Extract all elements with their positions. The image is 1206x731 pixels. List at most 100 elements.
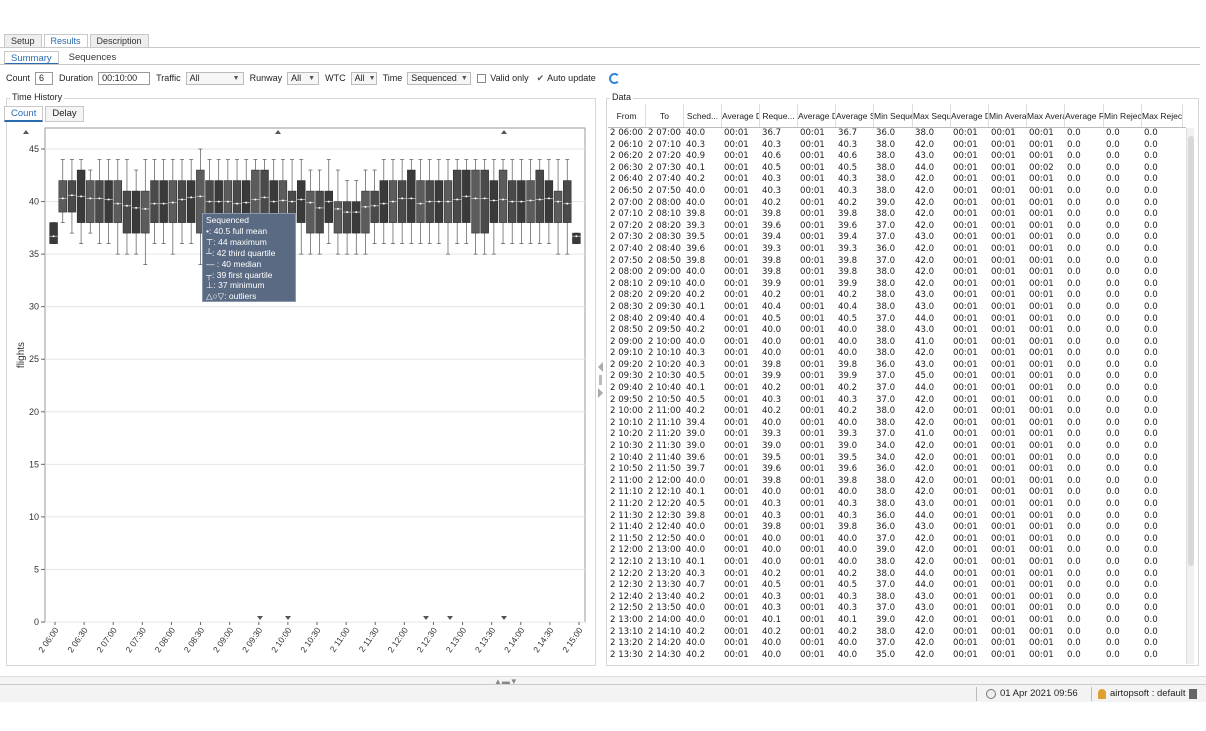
runway-select[interactable]: All ▼ xyxy=(287,71,320,85)
column-header[interactable]: Average Delay xyxy=(798,104,836,127)
table-row[interactable]: 2 09:50 2 10:50 40.5 00:01 40.3 00:01 40.3 37.0… xyxy=(608,395,1186,407)
scrollbar-thumb[interactable] xyxy=(1188,136,1194,566)
column-header[interactable]: Max Average xyxy=(1027,104,1065,127)
table-cell: 2 09:30 xyxy=(648,301,681,312)
table-row[interactable]: 2 07:00 2 08:00 40.0 00:01 40.2 00:01 40.2 39.0… xyxy=(608,198,1186,210)
table-row[interactable]: 2 10:10 2 11:10 39.4 00:01 40.0 00:01 40.0 38.0… xyxy=(608,418,1186,430)
table-cell: 0.0 xyxy=(1067,522,1081,533)
table-row[interactable]: 2 08:50 2 09:50 40.2 00:01 40.0 00:01 40.0 38.0… xyxy=(608,325,1186,337)
duration-input[interactable]: 00:10:00 xyxy=(98,71,151,85)
tab-description[interactable]: Description xyxy=(89,34,149,48)
tab-sequences[interactable]: Sequences xyxy=(68,52,117,63)
table-row[interactable]: 2 11:40 2 12:40 40.0 00:01 39.8 00:01 39.8 36.0… xyxy=(608,522,1186,534)
column-header[interactable]: Average Sequence xyxy=(836,104,874,127)
table-cell: 40.1 xyxy=(686,301,706,312)
tab-setup[interactable]: Setup xyxy=(4,34,42,48)
table-row[interactable]: 2 08:10 2 09:10 40.0 00:01 39.9 00:01 39.9 38.0… xyxy=(608,279,1186,291)
column-header[interactable]: From xyxy=(608,104,646,127)
table-cell: 2 13:20 xyxy=(610,638,643,649)
table-row[interactable]: 2 11:30 2 12:30 39.8 00:01 40.3 00:01 40.3 36.0… xyxy=(608,511,1186,523)
table-cell: 00:01 xyxy=(1029,626,1054,637)
column-header[interactable]: Average Rejected xyxy=(1065,104,1104,127)
table-cell: 00:01 xyxy=(800,603,825,614)
table-row[interactable]: 2 13:30 2 14:30 40.2 00:01 40.0 00:01 40.0 35.0… xyxy=(608,650,1186,662)
table-row[interactable]: 2 08:20 2 09:20 40.2 00:01 40.2 00:01 40.2 38.0… xyxy=(608,290,1186,302)
table-cell: 40.0 xyxy=(838,649,858,660)
column-header[interactable]: Min Rejected xyxy=(1104,104,1142,127)
tab-summary[interactable]: Summary xyxy=(4,51,59,65)
tab-delay[interactable]: Delay xyxy=(45,106,84,122)
table-cell: 0.0 xyxy=(1144,603,1158,614)
table-row[interactable]: 2 11:10 2 12:10 40.1 00:01 40.0 00:01 40.0 38.0… xyxy=(608,487,1186,499)
table-row[interactable]: 2 11:00 2 12:00 40.0 00:01 39.8 00:01 39.8 38.0… xyxy=(608,476,1186,488)
table-row[interactable]: 2 07:50 2 08:50 39.8 00:01 39.8 00:01 39.8 37.0… xyxy=(608,256,1186,268)
table-row[interactable]: 2 07:30 2 08:30 39.5 00:01 39.4 00:01 39.4 37.0… xyxy=(608,232,1186,244)
table-row[interactable]: 2 09:20 2 10:20 40.3 00:01 39.8 00:01 39.8 36.0… xyxy=(608,360,1186,372)
splitter-arrows-icon[interactable]: ▲▬▼ xyxy=(494,677,518,686)
traffic-select[interactable]: All ▼ xyxy=(185,71,244,85)
table-row[interactable]: 2 11:20 2 12:20 40.5 00:01 40.3 00:01 40.3 38.0… xyxy=(608,499,1186,511)
table-row[interactable]: 2 11:50 2 12:50 40.0 00:01 40.0 00:01 40.0 37.0… xyxy=(608,534,1186,546)
wtc-select[interactable]: All ▼ xyxy=(350,71,377,85)
table-row[interactable]: 2 10:20 2 11:20 39.0 00:01 39.3 00:01 39.3 37.0… xyxy=(608,429,1186,441)
table-row[interactable]: 2 06:40 2 07:40 40.2 00:01 40.3 00:01 40.3 38.0… xyxy=(608,174,1186,186)
table-cell: 40.0 xyxy=(686,185,706,196)
table-cell: 00:01 xyxy=(1029,452,1054,463)
valid-only-checkbox[interactable] xyxy=(477,73,487,83)
table-row[interactable]: 2 09:00 2 10:00 40.0 00:01 40.0 00:01 40.0 38.0… xyxy=(608,337,1186,349)
table-cell: 00:01 xyxy=(724,383,749,394)
table-row[interactable]: 2 08:30 2 09:30 40.1 00:01 40.4 00:01 40.4 38.0… xyxy=(608,302,1186,314)
column-header[interactable]: Sched... xyxy=(684,104,722,127)
table-row[interactable]: 2 10:50 2 11:50 39.7 00:01 39.6 00:01 39.6 36.0… xyxy=(608,464,1186,476)
table-row[interactable]: 2 08:40 2 09:40 40.4 00:01 40.5 00:01 40.5 37.0… xyxy=(608,314,1186,326)
auto-update-checkbox[interactable]: ✔ xyxy=(536,72,545,83)
table-cell: 00:01 xyxy=(724,290,749,301)
refresh-icon[interactable] xyxy=(608,72,620,84)
tab-count[interactable]: Count xyxy=(4,106,44,122)
table-cell: 00:01 xyxy=(1029,243,1054,254)
mean-point xyxy=(135,206,138,209)
table-row[interactable]: 2 09:30 2 10:30 40.5 00:01 39.9 00:01 39.9 37.0… xyxy=(608,371,1186,383)
tab-results[interactable]: Results xyxy=(43,34,88,48)
column-header[interactable]: Min Sequence xyxy=(874,104,913,127)
table-row[interactable]: 2 13:20 2 14:20 40.0 00:01 40.0 00:01 40.0 37.0… xyxy=(608,638,1186,650)
table-row[interactable]: 2 09:10 2 10:10 40.3 00:01 40.0 00:01 40.0 38.0… xyxy=(608,348,1186,360)
table-row[interactable]: 2 06:30 2 07:30 40.1 00:01 40.5 00:01 40.5 38.0… xyxy=(608,163,1186,175)
table-row[interactable]: 2 12:10 2 13:10 40.1 00:01 40.0 00:01 40.0 38.0… xyxy=(608,557,1186,569)
count-input[interactable]: 6 xyxy=(35,71,54,85)
column-header[interactable]: Average Delay xyxy=(722,104,760,127)
table-row[interactable]: 2 10:30 2 11:30 39.0 00:01 39.0 00:01 39.0 34.0… xyxy=(608,441,1186,453)
table-scrollbar[interactable] xyxy=(1186,128,1194,664)
table-row[interactable]: 2 07:10 2 08:10 39.8 00:01 39.8 00:01 39.8 38.0… xyxy=(608,209,1186,221)
column-header[interactable]: Reque... xyxy=(760,104,798,127)
table-row[interactable]: 2 06:10 2 07:10 40.3 00:01 40.3 00:01 40.3 38.0… xyxy=(608,140,1186,152)
table-row[interactable]: 2 13:00 2 14:00 40.0 00:01 40.1 00:01 40.1 39.0… xyxy=(608,615,1186,627)
table-row[interactable]: 2 06:00 2 07:00 40.0 00:01 36.7 00:01 36.7 36.0… xyxy=(608,128,1186,140)
table-row[interactable]: 2 10:00 2 11:00 40.2 00:01 40.2 00:01 40.2 38.0… xyxy=(608,406,1186,418)
table-row[interactable]: 2 12:30 2 13:30 40.7 00:01 40.5 00:01 40.5 37.0… xyxy=(608,580,1186,592)
panel-splitter[interactable] xyxy=(597,360,604,400)
table-row[interactable]: 2 06:50 2 07:50 40.0 00:01 40.3 00:01 40.3 38.0… xyxy=(608,186,1186,198)
column-header[interactable]: Average Delay xyxy=(951,104,989,127)
column-header[interactable]: Min Average xyxy=(989,104,1027,127)
table-cell: 0.0 xyxy=(1106,475,1120,486)
table-row[interactable]: 2 07:40 2 08:40 39.6 00:01 39.3 00:01 39.3 36.0… xyxy=(608,244,1186,256)
table-row[interactable]: 2 12:50 2 13:50 40.0 00:01 40.3 00:01 40.3 37.0… xyxy=(608,603,1186,615)
table-row[interactable]: 2 13:10 2 14:10 40.2 00:01 40.2 00:01 40.2 38.0… xyxy=(608,627,1186,639)
time-select[interactable]: Sequenced ▼ xyxy=(407,71,472,85)
table-row[interactable]: 2 12:40 2 13:40 40.2 00:01 40.3 00:01 40.3 38.0… xyxy=(608,592,1186,604)
trash-icon[interactable] xyxy=(1188,688,1197,699)
horizontal-splitter[interactable] xyxy=(0,676,1206,684)
table-cell: 0.0 xyxy=(1106,487,1120,498)
table-cell: 0.0 xyxy=(1106,128,1120,138)
table-row[interactable]: 2 10:40 2 11:40 39.6 00:01 39.5 00:01 39.5 34.0… xyxy=(608,453,1186,465)
table-row[interactable]: 2 08:00 2 09:00 40.0 00:01 39.8 00:01 39.8 38.0… xyxy=(608,267,1186,279)
table-row[interactable]: 2 06:20 2 07:20 40.9 00:01 40.6 00:01 40.6 38.0… xyxy=(608,151,1186,163)
column-header[interactable]: To xyxy=(646,104,684,127)
column-header[interactable]: Max Sequence xyxy=(913,104,951,127)
table-row[interactable]: 2 12:00 2 13:00 40.0 00:01 40.0 00:01 40.0 39.0… xyxy=(608,545,1186,557)
column-header[interactable]: Max Rejected xyxy=(1142,104,1183,127)
table-row[interactable]: 2 09:40 2 10:40 40.1 00:01 40.2 00:01 40.2 37.0… xyxy=(608,383,1186,395)
table-row[interactable]: 2 07:20 2 08:20 39.3 00:01 39.6 00:01 39.6 37.0… xyxy=(608,221,1186,233)
table-row[interactable]: 2 12:20 2 13:20 40.3 00:01 40.2 00:01 40.2 38.0… xyxy=(608,569,1186,581)
